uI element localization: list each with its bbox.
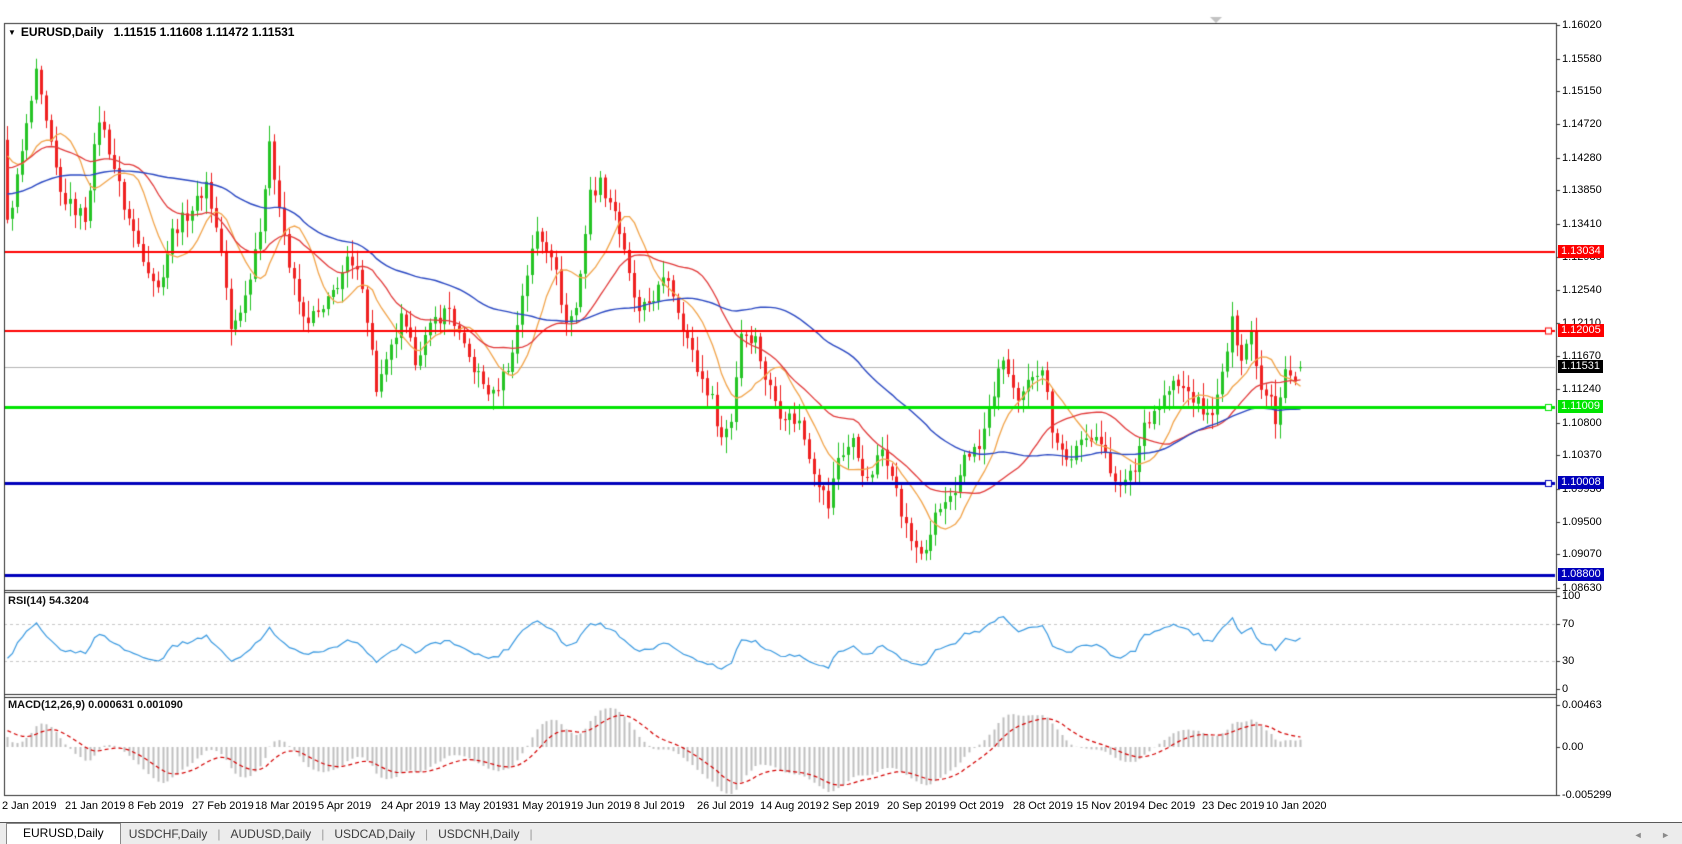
- tab-separator: |: [529, 827, 533, 841]
- chart-tab-bar: EURUSD,Daily USDCHF,Daily | AUDUSD,Daily | US…: [0, 822, 1682, 844]
- tab-separator: |: [321, 827, 325, 841]
- chart-tab-usdcnh[interactable]: USDCNH,Daily: [438, 827, 520, 841]
- tab-separator: |: [425, 827, 429, 841]
- tab-separator: |: [217, 827, 221, 841]
- chart-tab-eurusd[interactable]: EURUSD,Daily: [6, 823, 121, 844]
- chart-tabs: EURUSD,Daily USDCHF,Daily | AUDUSD,Daily | US…: [6, 823, 535, 844]
- chart-tab-usdchf[interactable]: USDCHF,Daily: [128, 827, 208, 841]
- scroll-left-icon[interactable]: ◄: [1633, 830, 1643, 840]
- chart-tab-audusd[interactable]: AUDUSD,Daily: [230, 827, 312, 841]
- chart-tab-usdcad[interactable]: USDCAD,Daily: [334, 827, 415, 841]
- tab-scroll-arrows: ◄ ►: [1618, 830, 1670, 840]
- scroll-right-icon[interactable]: ►: [1661, 830, 1670, 840]
